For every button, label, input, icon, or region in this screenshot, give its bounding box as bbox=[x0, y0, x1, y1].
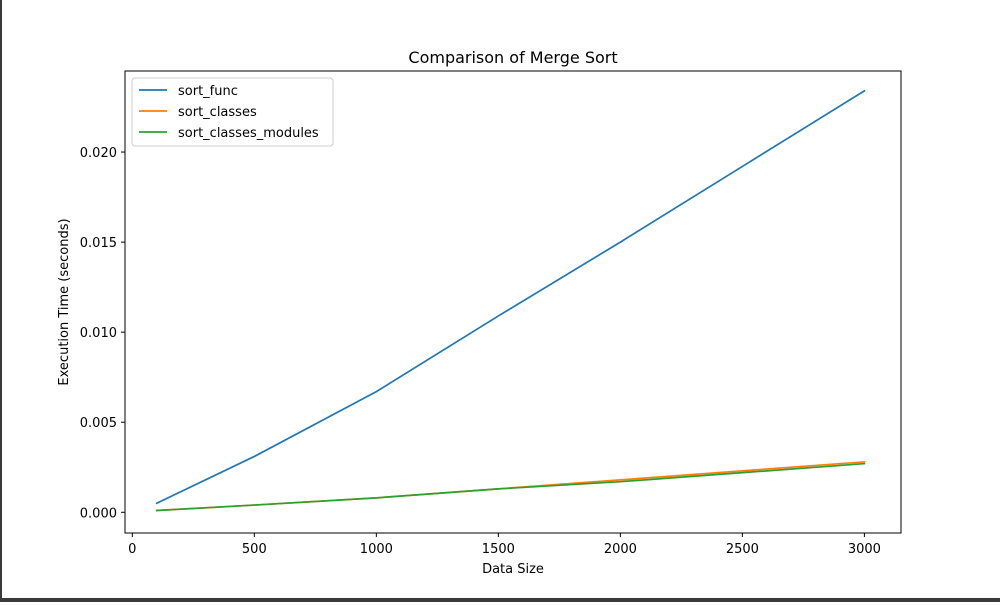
series-line-sort-func bbox=[155, 89, 866, 505]
x-tick-label: 2500 bbox=[726, 542, 759, 557]
x-tick-label: 1500 bbox=[482, 542, 515, 557]
y-axis-label: Execution Time (seconds) bbox=[57, 218, 72, 385]
window-edge-left bbox=[0, 0, 2, 602]
x-tick-label: 3000 bbox=[848, 542, 881, 557]
x-tick-label: 500 bbox=[242, 542, 267, 557]
y-tick-label: 0.000 bbox=[80, 506, 117, 521]
x-axis-label: Data Size bbox=[482, 562, 544, 577]
x-tick-label: 2000 bbox=[604, 542, 637, 557]
chart-title: Comparison of Merge Sort bbox=[408, 48, 617, 67]
x-tick-label: 1000 bbox=[360, 542, 393, 557]
legend-label-sort-classes-modules: sort_classes_modules bbox=[178, 126, 319, 141]
plot-area-frame bbox=[124, 70, 902, 534]
legend: sort_func sort_classes sort_classes_module… bbox=[131, 77, 334, 147]
legend-label-sort-classes: sort_classes bbox=[178, 105, 257, 120]
y-tick-label: 0.005 bbox=[80, 416, 117, 431]
legend-label-sort-func: sort_func bbox=[178, 84, 238, 99]
x-tick-label: 0 bbox=[128, 542, 136, 557]
series-line-sort-classes-modules bbox=[155, 462, 866, 512]
y-tick-label: 0.020 bbox=[80, 146, 117, 161]
series-line-sort-classes bbox=[155, 460, 866, 512]
y-tick-label: 0.010 bbox=[80, 326, 117, 341]
y-tick-label: 0.015 bbox=[80, 236, 117, 251]
window-edge-bottom bbox=[0, 598, 1000, 602]
legend-box bbox=[131, 77, 334, 147]
